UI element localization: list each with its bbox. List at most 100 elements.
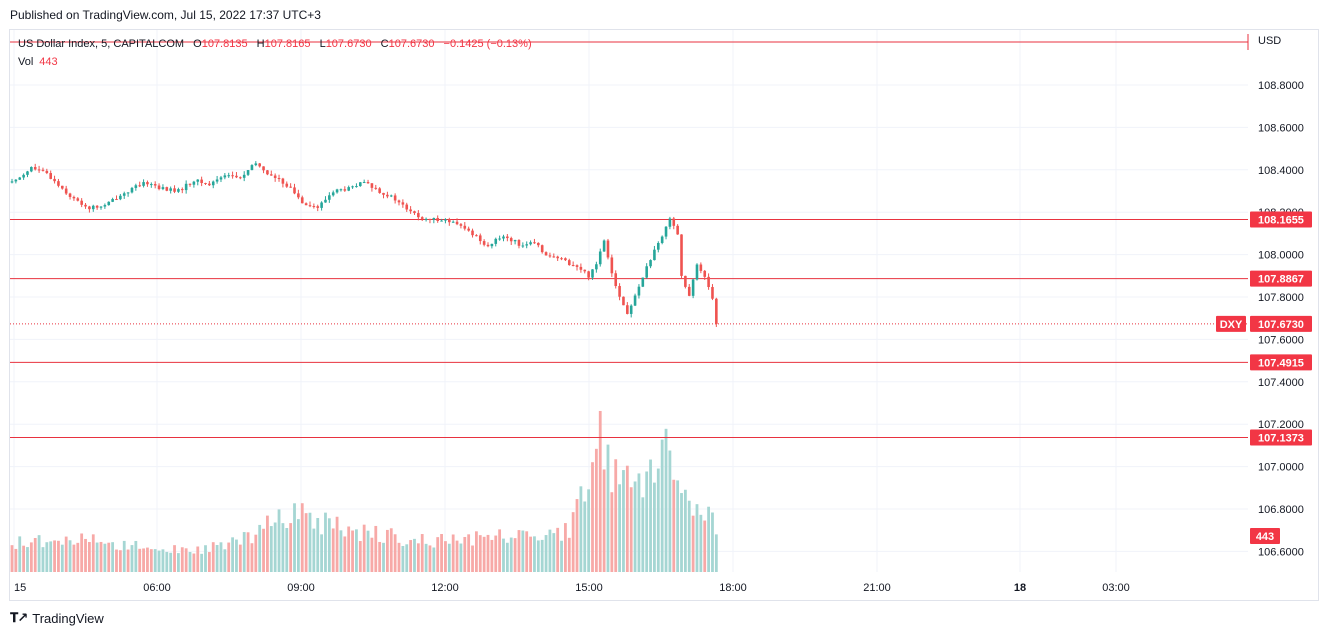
candle-body — [451, 221, 455, 223]
candle-body — [405, 204, 409, 210]
y-tick-label: 108.0000 — [1258, 250, 1304, 262]
candle-body — [219, 177, 223, 180]
volume-bar — [304, 513, 308, 572]
volume-bar — [115, 549, 118, 572]
volume-bar — [374, 525, 378, 572]
chart-frame — [9, 29, 1319, 601]
candle-body — [687, 286, 691, 296]
candle-body — [277, 178, 281, 180]
volume-bar — [366, 530, 370, 572]
candle-body — [138, 185, 142, 187]
volume-bar — [397, 542, 401, 572]
candle-body — [266, 170, 269, 175]
level-price-tag-bg — [1250, 211, 1312, 228]
candle-body — [606, 240, 610, 258]
candle-body — [289, 186, 292, 188]
candle-body — [335, 189, 339, 193]
volume-bar — [622, 470, 625, 572]
volume-bar — [107, 542, 111, 572]
candle-body — [107, 201, 111, 206]
level-price-tag: 107.4915 — [1258, 357, 1304, 369]
tradingview-logo[interactable]: 𝐓↗ TradingView — [10, 610, 104, 626]
candle-body — [498, 238, 501, 240]
price-axis[interactable]: 108.8000108.6000108.4000108.2000108.0000… — [1258, 80, 1304, 558]
candle-body — [180, 189, 184, 191]
y-tick-label: 107.8000 — [1258, 292, 1304, 304]
chart-legend: US Dollar Index, 5, CAPITALCOM O107.8135… — [18, 35, 532, 71]
volume-bar — [22, 545, 26, 572]
candle-body — [684, 275, 687, 287]
volume-tag: 443 — [1256, 531, 1274, 543]
volume-bar — [625, 465, 629, 572]
candle-body — [169, 188, 172, 191]
candle-body — [413, 211, 416, 214]
time-axis[interactable]: 15 06:00 09:00 12:00 15:00 18:00 21:00 18 03:00 — [14, 582, 1130, 594]
candle-body — [633, 295, 637, 306]
candle-body — [184, 183, 188, 191]
candle-body — [312, 206, 316, 208]
candle-body — [459, 224, 463, 226]
candle-body — [355, 186, 358, 188]
candle-body — [448, 219, 451, 223]
candle-body — [432, 218, 436, 220]
candle-body — [444, 219, 447, 221]
candle-body — [389, 195, 393, 197]
volume-bar — [544, 535, 548, 572]
volume-bar — [45, 542, 49, 572]
volume-bar — [571, 512, 575, 572]
volume-bar — [95, 542, 99, 572]
volume-bar — [567, 537, 571, 572]
volume-bar — [153, 549, 157, 572]
volume-bar — [26, 547, 29, 572]
volume-bar — [184, 548, 188, 572]
symbol-title[interactable]: US Dollar Index, 5, CAPITALCOM — [18, 38, 185, 50]
candle-body — [223, 175, 227, 178]
volume-bar — [358, 541, 362, 572]
candle-body — [320, 202, 323, 208]
candle-body — [347, 187, 350, 191]
candle-body — [211, 181, 215, 186]
volume-bar — [355, 529, 358, 572]
volume-bar — [134, 540, 138, 572]
candle-body — [649, 260, 652, 267]
volume-bar — [60, 544, 64, 572]
candle-body — [370, 183, 374, 188]
candle-body — [664, 226, 668, 237]
candle-body — [165, 187, 169, 191]
volume-bar — [459, 543, 463, 572]
volume-bar — [118, 550, 122, 572]
volume-bar — [246, 532, 250, 572]
high-label: H — [256, 38, 265, 50]
volume-bar — [614, 459, 618, 572]
candle-body — [579, 266, 583, 270]
level-price-tag: 107.1373 — [1258, 432, 1304, 444]
candle-body — [254, 163, 258, 166]
y-tick-label: 106.6000 — [1258, 546, 1304, 558]
volume-bar — [420, 534, 424, 572]
candle-body — [18, 177, 22, 180]
candle-body — [285, 183, 289, 187]
volume-bar — [714, 534, 718, 572]
volume-bar — [84, 538, 87, 572]
candle-body — [215, 179, 219, 182]
candle-body — [95, 205, 99, 208]
candle-body — [208, 183, 211, 186]
candle-body — [386, 194, 389, 197]
level-price-tag-bg — [1250, 354, 1312, 371]
volume-bar — [88, 542, 91, 572]
volume-bar — [564, 523, 567, 572]
x-tick-label: 12:00 — [431, 582, 459, 594]
candle-body — [440, 220, 443, 222]
candle-body — [150, 184, 153, 186]
volume-label[interactable]: Vol — [18, 56, 34, 68]
volume-bar — [513, 538, 517, 572]
volume-bar — [653, 482, 656, 572]
volume-bar — [126, 549, 130, 572]
candle-body — [482, 241, 486, 245]
volume-bar — [463, 536, 467, 572]
volume-bar — [204, 545, 207, 572]
currency-label[interactable]: USD — [1258, 35, 1282, 47]
candle-body — [591, 269, 594, 278]
symbol-tag: DXY — [1220, 319, 1243, 331]
